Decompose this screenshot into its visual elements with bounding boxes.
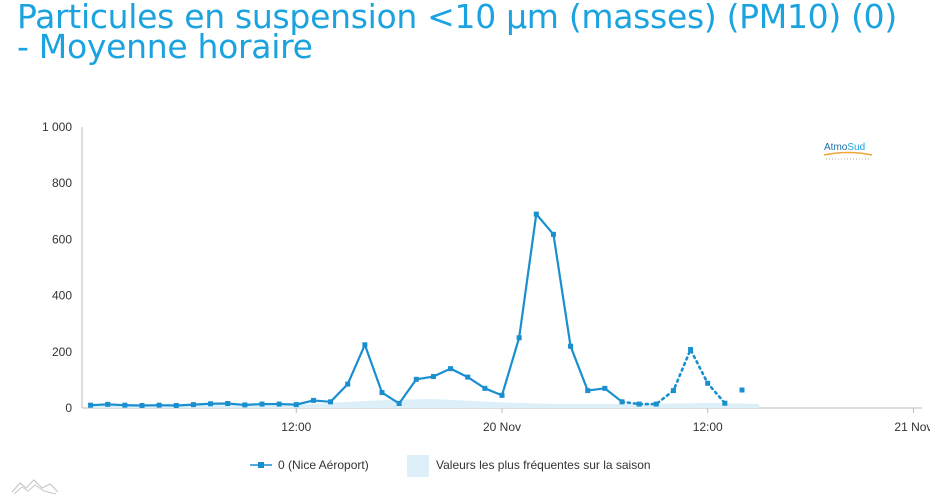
- data-point: [516, 335, 522, 341]
- data-point: [465, 374, 471, 380]
- data-point: [156, 402, 162, 408]
- data-point: [636, 401, 642, 407]
- data-point: [190, 402, 196, 408]
- data-point: [430, 374, 436, 380]
- atmosud-logo: AtmoSud: [823, 142, 873, 160]
- y-tick-label: 0: [65, 401, 72, 415]
- data-point: [345, 381, 351, 387]
- x-tick-label: 20 Nov: [483, 420, 521, 434]
- mountain-icon: [11, 479, 59, 495]
- data-point: [276, 401, 282, 407]
- legend-label-seasonal[interactable]: Valeurs les plus fréquentes sur la saiso…: [436, 458, 651, 472]
- logo-swoosh: [823, 151, 873, 156]
- data-point: [379, 390, 385, 396]
- legend-area-swatch: [407, 455, 429, 477]
- y-tick-label: 400: [52, 289, 72, 303]
- x-tick-label: 21 Nov: [894, 420, 930, 434]
- data-point: [362, 342, 368, 348]
- data-point: [448, 366, 454, 372]
- chart-title: Particules en suspension <10 µm (masses)…: [17, 0, 897, 66]
- data-point: [225, 401, 231, 407]
- data-point: [88, 402, 94, 408]
- data-point: [499, 392, 505, 398]
- data-point: [293, 402, 299, 408]
- series-line-dotted: [620, 346, 727, 406]
- y-tick-label: 600: [52, 232, 72, 246]
- y-tick-label: 1 000: [42, 120, 72, 134]
- legend-square-marker: [258, 462, 264, 468]
- data-point: [105, 401, 111, 407]
- data-point: [670, 388, 676, 394]
- data-point: [173, 402, 179, 408]
- data-point: [722, 400, 728, 406]
- data-point: [122, 402, 128, 408]
- data-point: [585, 388, 591, 394]
- axes: 0 200 400 600 800 1 000 12:00 20 Nov 12:00 21 Nov: [42, 120, 930, 434]
- data-point: [688, 347, 694, 353]
- y-tick-label: 200: [52, 345, 72, 359]
- data-point: [533, 211, 539, 217]
- seasonal-area-shape: [90, 399, 760, 408]
- data-point: [653, 401, 659, 407]
- seasonal-area: [90, 399, 760, 408]
- logo-text: AtmoSud: [824, 142, 865, 153]
- data-point: [482, 385, 488, 391]
- data-point: [568, 343, 574, 349]
- legend[interactable]: 0 (Nice Aéroport) Valeurs les plus fréqu…: [250, 455, 651, 477]
- x-tick-label: 12:00: [281, 420, 311, 434]
- data-point: [739, 387, 745, 393]
- y-tick-label: 800: [52, 176, 72, 190]
- data-point: [259, 401, 265, 407]
- data-point: [413, 376, 419, 382]
- x-tick-label: 12:00: [693, 420, 723, 434]
- series-layer: [88, 211, 745, 408]
- data-point: [619, 399, 625, 405]
- data-point: [242, 402, 248, 408]
- data-point: [602, 385, 608, 391]
- data-point: [208, 401, 214, 407]
- data-point: [550, 231, 556, 237]
- data-point: [396, 401, 402, 407]
- data-point: [139, 402, 145, 408]
- logo-text-sud: Sud: [847, 142, 865, 153]
- data-point: [705, 380, 711, 386]
- logo-text-atmo: Atmo: [824, 142, 848, 153]
- data-point: [328, 399, 334, 405]
- data-point: [310, 397, 316, 403]
- legend-label-station[interactable]: 0 (Nice Aéroport): [278, 458, 369, 472]
- series-line-solid: [90, 213, 623, 407]
